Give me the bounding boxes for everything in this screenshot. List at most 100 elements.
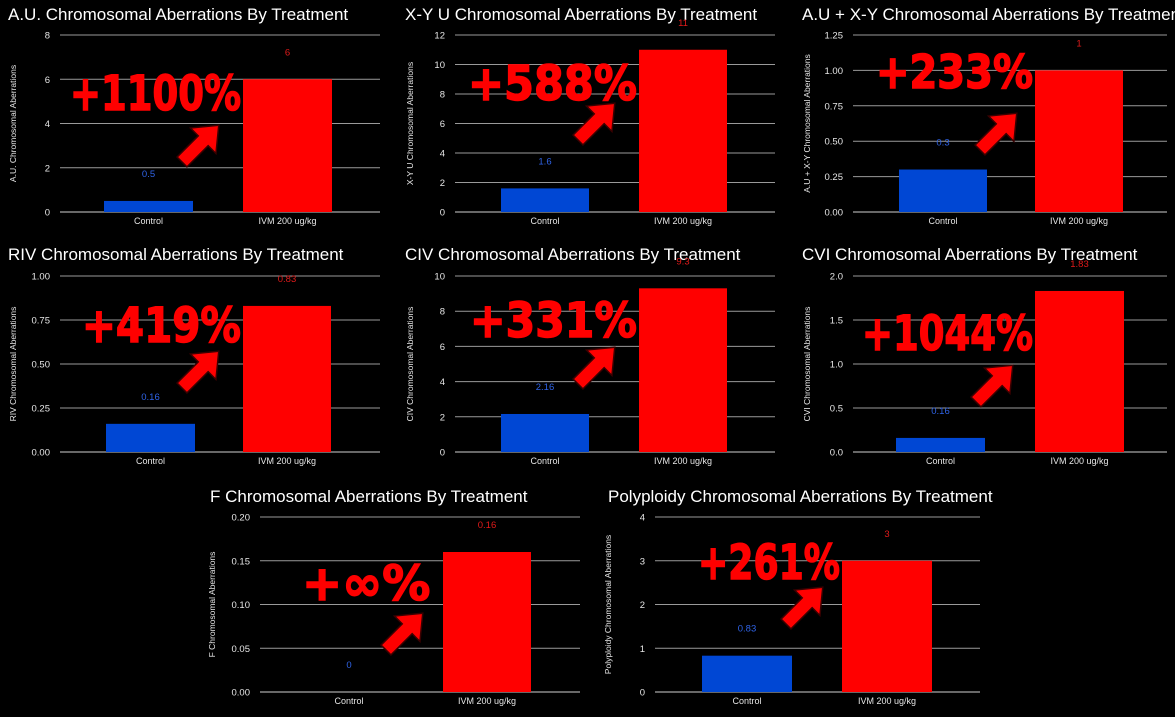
chart-au: A.U. Chromosomal Aberrations By Treatmen… [0, 0, 390, 232]
y-tick-label: 0.00 [232, 688, 251, 699]
x-tick-label: IVM 200 ug/kg [1050, 456, 1108, 466]
y-tick-label: 0 [440, 448, 445, 459]
arrow-icon [969, 364, 1014, 409]
y-tick-label: 3 [640, 556, 645, 567]
y-tick-label: 8 [440, 90, 445, 101]
y-tick-label: 0 [440, 208, 445, 219]
arrow-shape [973, 112, 1018, 157]
y-tick-label: 0.20 [232, 513, 251, 524]
y-tick-label: 0.75 [825, 101, 844, 112]
x-tick-label: Control [136, 456, 165, 466]
x-tick-label: IVM 200 ug/kg [654, 216, 712, 226]
y-axis-label: CIV Chromosomal Aberrations [405, 307, 415, 422]
arrow-shape [379, 612, 424, 657]
y-tick-label: 1.25 [825, 31, 844, 42]
data-label: 0.16 [478, 520, 497, 531]
chart-plot: 0.0 0.5 1.0 1.5 2.0 CVI Chromosomal Aberratio… [802, 259, 1167, 466]
chart-title: Polyploidy Chromosomal Aberrations By Tr… [608, 487, 993, 506]
x-tick-label: IVM 200 ug/kg [654, 456, 712, 466]
y-tick-label: 1.5 [830, 316, 843, 327]
data-label: 0.83 [738, 624, 757, 635]
data-label: 0.5 [142, 169, 155, 180]
chart-title: X-Y U Chromosomal Aberrations By Treatme… [405, 5, 758, 24]
chart-plot: 0 2 4 6 8 10 CIV Chromosomal Aberrations 2.16 Co… [405, 256, 775, 466]
chart-au-plus-xy: A.U + X-Y Chromosomal Aberrations By Tre… [794, 0, 1175, 232]
arrow-icon [779, 586, 824, 631]
y-axis-label: X-Y U Chromosomal Aberrations [405, 62, 415, 185]
chart-plot: 0.00 0.25 0.50 0.75 1.00 RIV Chromosomal Aber… [8, 272, 380, 466]
arrow-shape [175, 124, 220, 169]
bar-treatment [243, 79, 332, 212]
y-tick-label: 2 [440, 412, 445, 423]
x-tick-label: Control [334, 696, 363, 706]
y-tick-label: 10 [434, 272, 445, 283]
x-tick-label: Control [134, 216, 163, 226]
y-tick-label: 0.75 [32, 316, 51, 327]
y-tick-label: 0.0 [830, 448, 843, 459]
chart-polyploidy: Polyploidy Chromosomal Aberrations By Tr… [598, 482, 993, 717]
percent-increase-annotation: +233% [876, 45, 1033, 99]
y-tick-label: 12 [434, 31, 445, 42]
y-tick-label: 0.5 [830, 404, 843, 415]
arrow-icon [175, 350, 220, 395]
chart-title: A.U + X-Y Chromosomal Aberrations By Tre… [802, 5, 1175, 24]
data-label: 0 [346, 660, 351, 671]
chart-title: F Chromosomal Aberrations By Treatment [210, 487, 528, 506]
percent-increase-annotation: +419% [82, 298, 241, 354]
bar-treatment [1035, 70, 1123, 213]
data-label: 1 [1076, 38, 1081, 49]
x-tick-label: IVM 200 ug/kg [258, 216, 316, 226]
y-tick-label: 0.50 [32, 360, 51, 371]
percent-increase-annotation: +1044% [862, 306, 1033, 362]
chart-cvi: CVI Chromosomal Aberrations By Treatment… [794, 240, 1175, 472]
arrow-icon [973, 112, 1018, 157]
chart-plot: 0 2 4 6 8 A.U. Chromosomal Aberrations 0.5 Cont… [8, 31, 380, 226]
y-tick-label: 0 [45, 208, 50, 219]
y-tick-label: 0.25 [32, 404, 51, 415]
chart-title: A.U. Chromosomal Aberrations By Treatmen… [8, 5, 349, 24]
y-axis-label: A.U + X-Y Chromosomal Aberrations [802, 54, 812, 193]
x-tick-label: IVM 200 ug/kg [1050, 216, 1108, 226]
chart-civ: CIV Chromosomal Aberrations By Treatment… [397, 240, 787, 472]
arrow-icon [175, 124, 220, 169]
chart-title: RIV Chromosomal Aberrations By Treatment [8, 245, 344, 264]
y-tick-label: 0.15 [232, 556, 251, 567]
chart-riv: RIV Chromosomal Aberrations By Treatment… [0, 240, 390, 472]
y-tick-label: 6 [45, 75, 50, 86]
chart-title: CIV Chromosomal Aberrations By Treatment [405, 245, 741, 264]
y-tick-label: 1.0 [830, 360, 843, 371]
data-label: 0.3 [936, 138, 949, 149]
y-tick-label: 0.00 [32, 448, 51, 459]
y-tick-label: 2 [45, 163, 50, 174]
percent-increase-annotation: +1100% [70, 66, 241, 122]
bar-control [104, 200, 193, 212]
percent-increase-annotation: +261% [698, 535, 840, 591]
bar-control [899, 169, 987, 212]
arrow-icon [571, 346, 616, 391]
y-axis-label: CVI Chromosomal Aberrations [802, 307, 812, 422]
y-axis-label: F Chromosomal Aberrations [207, 552, 217, 658]
arrow-shape [571, 102, 616, 147]
y-tick-label: 4 [440, 377, 445, 388]
data-label: 0.83 [278, 274, 297, 285]
x-tick-label: IVM 200 ug/kg [258, 456, 316, 466]
data-label: 0.16 [931, 406, 950, 417]
bar-treatment [243, 305, 331, 452]
y-tick-label: 1.00 [825, 66, 844, 77]
bar-treatment [842, 560, 932, 692]
percent-increase-annotation: +∞% [302, 556, 430, 612]
y-tick-label: 0.00 [825, 208, 844, 219]
x-tick-label: IVM 200 ug/kg [858, 696, 916, 706]
y-tick-label: 0 [640, 688, 645, 699]
x-tick-label: Control [732, 696, 761, 706]
y-axis-label: Polyploidy Chromosomal Aberrations [603, 535, 613, 674]
chart-plot: 0.00 0.05 0.10 0.15 0.20 F Chromosomal Aberra… [207, 513, 580, 706]
chart-plot: 0 1 2 3 4 Polyploidy Chromosomal Aberrations 0… [603, 513, 980, 706]
arrow-shape [571, 346, 616, 391]
y-tick-label: 6 [440, 119, 445, 130]
bar-control [501, 188, 589, 212]
arrow-shape [175, 350, 220, 395]
chart-f: F Chromosomal Aberrations By Treatment 0.… [200, 482, 590, 717]
data-label: 3 [884, 529, 889, 540]
data-label: 0.16 [141, 392, 160, 403]
